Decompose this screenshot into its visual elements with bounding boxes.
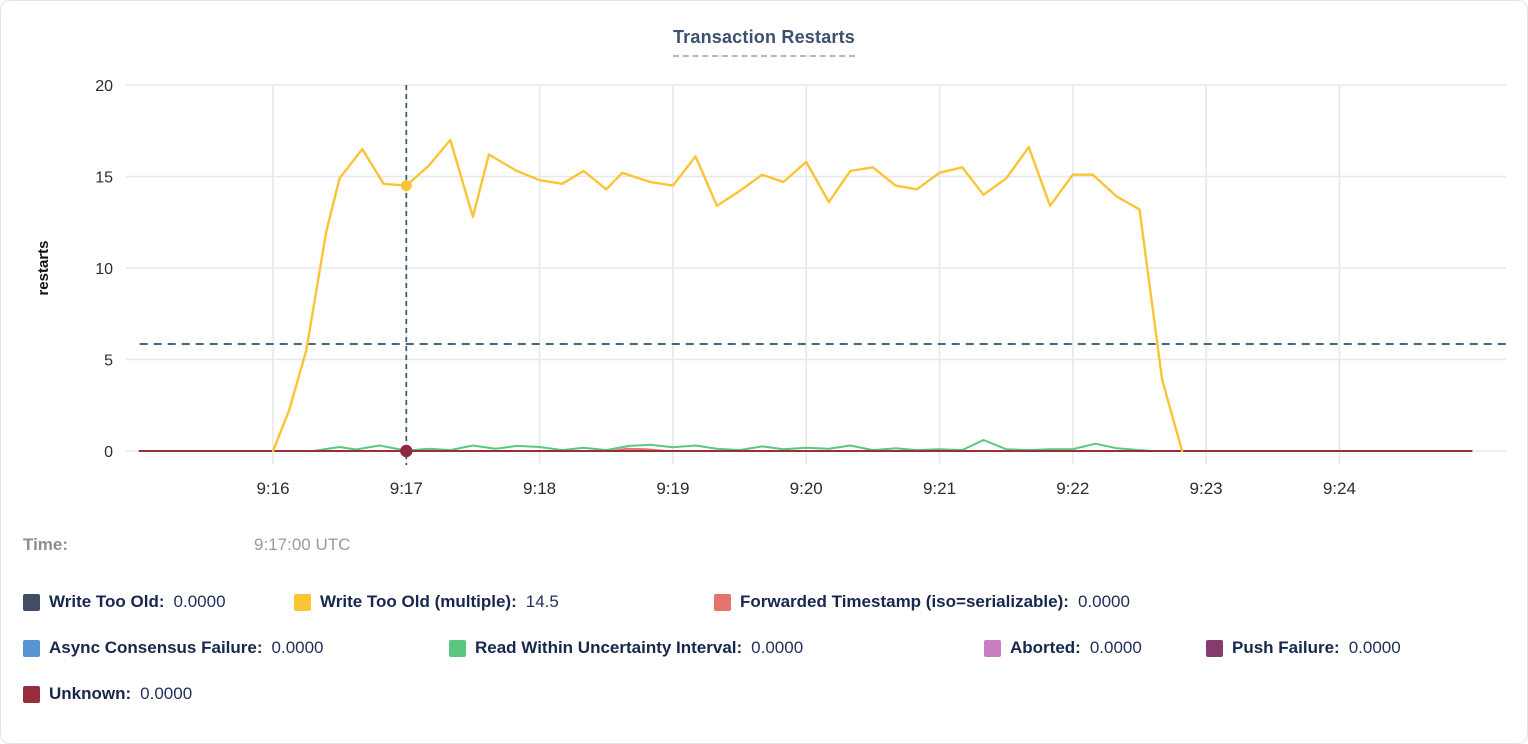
chart-title[interactable]: Transaction Restarts — [672, 27, 856, 57]
x-tick-label: 9:17 — [390, 479, 423, 498]
chart-header: Transaction Restarts — [1, 1, 1527, 61]
x-tick-label: 9:24 — [1323, 479, 1356, 498]
time-label: Time: — [23, 535, 69, 554]
legend-item: Write Too Old: 0.0000 — [23, 592, 294, 612]
legend-swatch-icon — [449, 639, 466, 657]
legend-row: Write Too Old: 0.0000 Write Too Old (multi… — [23, 579, 1527, 625]
legend-label: Push Failure: — [1232, 638, 1340, 657]
legend-row: Unknown: 0.0000 — [23, 671, 1527, 717]
y-tick-label: 20 — [95, 78, 113, 95]
hover-point — [400, 180, 412, 192]
legend-swatch-icon — [714, 593, 731, 611]
legend-item: Forwarded Timestamp (iso=serializable): 0… — [714, 592, 1130, 612]
legend-label: Async Consensus Failure: — [49, 638, 263, 657]
legend-value: 14.5 — [525, 592, 559, 611]
legend-label: Unknown: — [49, 684, 132, 703]
legend-swatch-icon — [23, 639, 40, 657]
legend-label: Read Within Uncertainty Interval: — [475, 638, 743, 657]
legend-row: Async Consensus Failure: 0.0000 Read Withi… — [23, 625, 1527, 671]
legend-value: 0.0000 — [173, 592, 226, 611]
legend-item: Unknown: 0.0000 — [23, 684, 192, 704]
restarts-chart[interactable]: 0 5 10 15 20 9:16 9:17 9:18 9:19 9:20 9:21 9:22 9:23… — [1, 61, 1528, 521]
legend-label: Write Too Old: — [49, 592, 165, 611]
hover-point — [400, 444, 413, 458]
time-value: 9:17:00 UTC — [254, 535, 351, 554]
legend-value: 0.0000 — [271, 638, 324, 657]
x-tick-label: 9:23 — [1190, 479, 1223, 498]
legend-swatch-icon — [294, 593, 311, 611]
legend-value: 0.0000 — [1089, 638, 1142, 657]
legend-item: Read Within Uncertainty Interval: 0.0000 — [449, 638, 984, 658]
legend-value: 0.0000 — [1077, 592, 1130, 611]
x-tick-label: 9:18 — [523, 479, 556, 498]
x-tick-label: 9:20 — [790, 479, 823, 498]
x-tick-label: 9:16 — [256, 479, 289, 498]
legend-item: Aborted: 0.0000 — [984, 638, 1206, 658]
legend-swatch-icon — [23, 685, 40, 703]
x-tick-label: 9:19 — [656, 479, 689, 498]
legend-item: Push Failure: 0.0000 — [1206, 638, 1401, 658]
legend-value: 0.0000 — [751, 638, 804, 657]
legend-item: Async Consensus Failure: 0.0000 — [23, 638, 449, 658]
y-tick-label: 5 — [104, 353, 113, 370]
legend-swatch-icon — [1206, 639, 1223, 657]
tooltip-time-row: Time: 9:17:00 UTC — [1, 535, 1527, 559]
legend-label: Aborted: — [1010, 638, 1081, 657]
x-tick-label: 9:21 — [923, 479, 956, 498]
legend-item: Write Too Old (multiple): 14.5 — [294, 592, 714, 612]
x-tick-label: 9:22 — [1056, 479, 1089, 498]
y-tick-label: 15 — [95, 170, 113, 187]
legend: Write Too Old: 0.0000 Write Too Old (multi… — [1, 579, 1527, 717]
y-axis-label: restarts — [35, 240, 52, 295]
legend-swatch-icon — [23, 593, 40, 611]
legend-label: Forwarded Timestamp (iso=serializable): — [740, 592, 1069, 611]
legend-swatch-icon — [984, 639, 1001, 657]
y-tick-label: 10 — [95, 261, 113, 278]
series-line — [312, 439, 1154, 452]
y-tick-label: 0 — [104, 444, 113, 461]
legend-value: 0.0000 — [1348, 638, 1401, 657]
legend-label: Write Too Old (multiple): — [320, 592, 517, 611]
legend-value: 0.0000 — [140, 684, 193, 703]
